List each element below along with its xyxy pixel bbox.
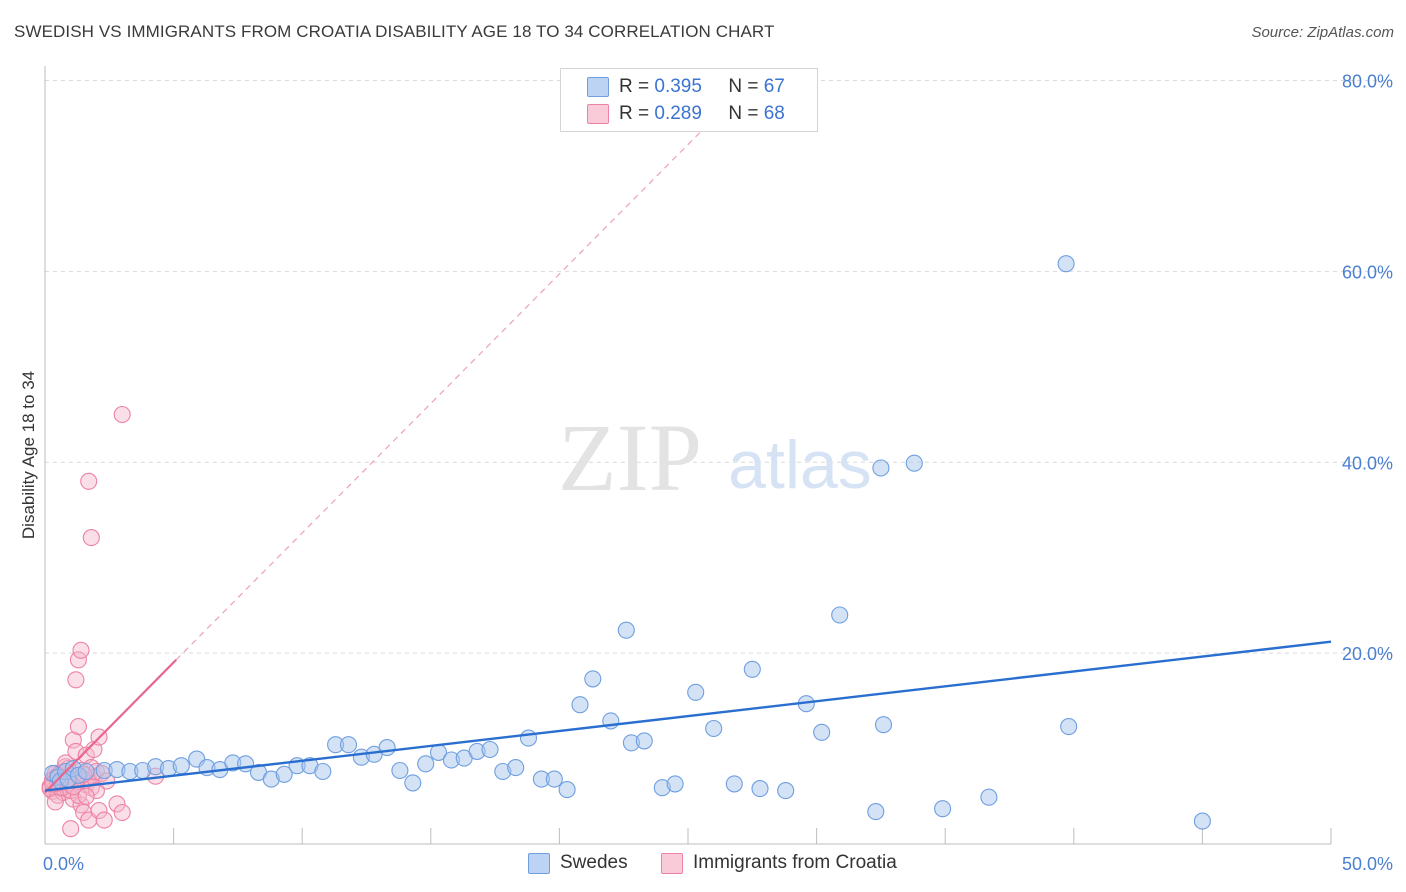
swedes-point xyxy=(404,774,422,792)
croatia-point xyxy=(113,405,131,424)
croatia-point xyxy=(80,472,98,490)
croatia-point xyxy=(72,641,90,659)
swedes-point xyxy=(77,762,95,781)
swedes-point xyxy=(519,729,538,747)
croatia-point xyxy=(67,742,85,760)
swedes-point xyxy=(378,739,396,757)
croatia-r-value: 0.289 xyxy=(654,103,702,124)
bottom-croatia-label: Immigrants from Croatia xyxy=(693,852,897,873)
swedes-swatch xyxy=(587,77,609,97)
bottom-swedes-label: Swedes xyxy=(560,852,628,873)
swedes-point xyxy=(874,716,893,734)
correlation-legend: R = 0.395 N = 67 R = 0.289 N = 68 xyxy=(560,68,818,132)
croatia-point xyxy=(113,803,131,822)
croatia-trend-extension xyxy=(175,118,715,661)
x-tick-label-min: 0.0% xyxy=(43,854,84,874)
x-tick-label-max: 50.0% xyxy=(1342,854,1393,874)
swedes-point xyxy=(1060,718,1078,736)
swedes-point xyxy=(743,660,761,678)
y-tick-label: 40.0% xyxy=(1342,453,1393,473)
chart-source: Source: ZipAtlas.com xyxy=(1251,24,1394,41)
watermark-zip: ZIP xyxy=(558,404,702,511)
swedes-point xyxy=(725,775,743,793)
swedes-point xyxy=(391,761,409,780)
swedes-point xyxy=(705,719,723,738)
swedes-point xyxy=(687,683,705,701)
trend-lines xyxy=(44,118,1332,794)
swedes-point xyxy=(172,757,190,775)
croatia-point xyxy=(90,802,108,820)
swedes-r-label: R = xyxy=(619,76,650,97)
croatia-point xyxy=(108,795,126,813)
swedes-point xyxy=(1193,812,1211,830)
swedes-point xyxy=(275,765,293,783)
swedes-point xyxy=(980,788,998,806)
watermark: ZIP atlas xyxy=(558,404,872,511)
swedes-n-label: N = xyxy=(728,76,759,97)
swedes-point xyxy=(813,723,831,741)
croatia-point xyxy=(46,793,64,811)
bottom-croatia-swatch xyxy=(661,853,683,874)
swedes-point xyxy=(905,454,923,472)
swedes-point xyxy=(339,736,358,754)
grid-lines xyxy=(45,80,1392,654)
swedes-trend-line xyxy=(44,640,1332,792)
watermark-atlas: atlas xyxy=(728,427,872,503)
croatia-point xyxy=(95,811,113,829)
swedes-point xyxy=(872,459,890,477)
swedes-point xyxy=(584,670,602,688)
swedes-r-value: 0.395 xyxy=(654,76,702,97)
tick-labels: 20.0% 40.0% 60.0% 80.0% 0.0% 50.0% xyxy=(43,72,1393,875)
swedes-point xyxy=(545,770,563,788)
croatia-n-label: N = xyxy=(728,103,759,124)
swedes-point xyxy=(571,696,589,714)
y-tick-label: 60.0% xyxy=(1342,262,1393,282)
croatia-swatch xyxy=(587,104,609,124)
croatia-n-value: 68 xyxy=(763,103,785,124)
y-axis-label: Disability Age 18 to 34 xyxy=(19,371,38,539)
swedes-point xyxy=(635,732,653,750)
swedes-point xyxy=(934,800,952,818)
swedes-n-value: 67 xyxy=(763,76,785,97)
chart-title: SWEDISH VS IMMIGRANTS FROM CROATIA DISAB… xyxy=(14,22,775,41)
y-tick-label: 20.0% xyxy=(1342,644,1393,664)
swedes-point xyxy=(507,759,525,777)
swedes-point xyxy=(417,755,435,773)
croatia-point xyxy=(69,651,87,669)
swedes-point xyxy=(777,782,795,800)
swedes-points xyxy=(44,255,1211,830)
swedes-point xyxy=(314,762,332,781)
swedes-point xyxy=(666,775,684,793)
swedes-point xyxy=(867,803,885,821)
swedes-point xyxy=(751,780,769,798)
croatia-point xyxy=(82,529,100,547)
swedes-point xyxy=(1057,255,1075,273)
axes xyxy=(44,66,1332,845)
swedes-point xyxy=(617,621,635,639)
croatia-r-label: R = xyxy=(619,103,650,124)
croatia-trend-line xyxy=(44,659,177,794)
bottom-swedes-swatch xyxy=(528,853,550,874)
swedes-point xyxy=(481,740,499,759)
croatia-point xyxy=(69,718,87,736)
croatia-point xyxy=(67,671,85,689)
croatia-point xyxy=(62,820,80,838)
y-tick-label: 80.0% xyxy=(1342,72,1393,92)
croatia-point xyxy=(77,787,95,805)
swedes-point xyxy=(831,606,849,624)
swedes-point xyxy=(558,781,576,799)
